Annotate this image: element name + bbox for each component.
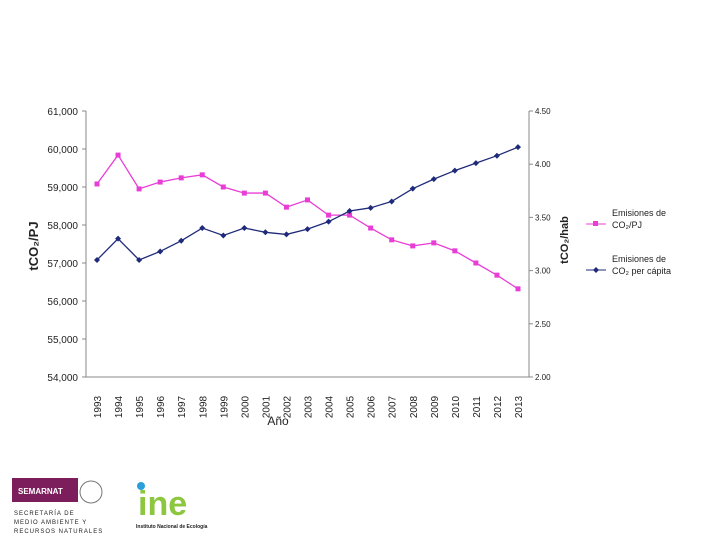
y-tick-label: 54,000 bbox=[47, 373, 78, 384]
point bbox=[347, 212, 353, 218]
emblem bbox=[79, 480, 103, 504]
logo-line: RECURSOS NATURALES bbox=[14, 529, 103, 535]
point bbox=[452, 248, 458, 254]
ine-logo: ine Instituto Nacional de Ecología bbox=[136, 482, 208, 530]
point bbox=[220, 184, 226, 190]
x-tick-label: 2012 bbox=[493, 395, 504, 418]
x-tick-label: 2003 bbox=[304, 395, 315, 418]
series-line bbox=[96, 146, 519, 261]
x-tick-label: 2006 bbox=[367, 395, 378, 418]
point bbox=[325, 218, 332, 225]
x-tick-label: 2005 bbox=[346, 395, 357, 418]
x-tick-label: 2007 bbox=[388, 395, 399, 418]
point bbox=[178, 237, 185, 244]
point bbox=[157, 179, 163, 185]
point bbox=[241, 225, 248, 232]
point bbox=[115, 235, 122, 242]
point bbox=[430, 176, 437, 183]
point bbox=[410, 243, 416, 249]
point bbox=[94, 256, 100, 263]
point bbox=[136, 256, 143, 263]
y2-tick-label: 2.00 bbox=[535, 373, 551, 382]
x-tick-label: 2011 bbox=[472, 396, 483, 418]
logo-text: SEMARNAT bbox=[18, 487, 63, 496]
x-tick-label: 2009 bbox=[430, 395, 441, 418]
x-tick-label: 2010 bbox=[451, 395, 462, 418]
point bbox=[178, 175, 184, 181]
x-tick-label: 2001 bbox=[261, 395, 272, 418]
x-tick-label: 1997 bbox=[177, 395, 188, 418]
point bbox=[367, 204, 374, 211]
logo-caption: Instituto Nacional de Ecología bbox=[136, 524, 208, 530]
y-tick-label: 60,000 bbox=[47, 145, 78, 156]
point bbox=[326, 212, 332, 218]
x-tick-label: 1995 bbox=[135, 395, 146, 418]
x-tick-label: 1998 bbox=[198, 395, 209, 418]
point bbox=[115, 152, 121, 158]
y2-tick-label: 4.00 bbox=[535, 160, 551, 169]
point bbox=[346, 208, 353, 215]
point bbox=[494, 272, 500, 278]
point bbox=[305, 197, 310, 203]
x-tick-label: 1999 bbox=[219, 395, 230, 418]
point bbox=[515, 144, 521, 151]
x-tick-label: 2002 bbox=[282, 395, 293, 418]
y-tick-label: 58,000 bbox=[47, 221, 78, 232]
point bbox=[262, 229, 269, 236]
logo-dot bbox=[137, 482, 145, 490]
series-line bbox=[96, 153, 519, 290]
x-tick-label: 1996 bbox=[156, 395, 167, 418]
logo-line: MEDIO AMBIENTE Y bbox=[14, 520, 87, 526]
x-axis-label: Año bbox=[267, 414, 289, 428]
point bbox=[388, 198, 395, 205]
x-tick-label: 2000 bbox=[240, 395, 251, 418]
x-tick-label: 2008 bbox=[409, 395, 420, 418]
point bbox=[409, 185, 416, 192]
legend-label: Emisiones de CO₂/PJ bbox=[612, 208, 666, 230]
logo-box bbox=[12, 478, 78, 502]
y-tick-label: 55,000 bbox=[47, 335, 78, 346]
point bbox=[283, 231, 290, 238]
point bbox=[136, 186, 142, 192]
point bbox=[241, 190, 247, 196]
y-tick-label: 59,000 bbox=[47, 183, 78, 194]
point bbox=[389, 237, 395, 243]
y2-axis-label: tCO₂/hab bbox=[559, 216, 571, 264]
y2-tick-label: 2.50 bbox=[535, 320, 551, 329]
point bbox=[283, 204, 289, 210]
point bbox=[94, 181, 100, 187]
y2-tick-label: 3.00 bbox=[535, 267, 551, 276]
x-tick-label: 1993 bbox=[93, 395, 104, 418]
logo-text: ine bbox=[138, 485, 187, 523]
point bbox=[220, 232, 227, 239]
x-tick-label: 2004 bbox=[325, 395, 336, 418]
point bbox=[304, 226, 311, 233]
point bbox=[157, 248, 164, 255]
y2-tick-label: 4.50 bbox=[535, 107, 551, 116]
y-tick-label: 57,000 bbox=[47, 259, 78, 270]
semarnat-logo: SEMARNAT SECRETARÍA DE MEDIO AMBIENTE Y … bbox=[12, 478, 103, 535]
point bbox=[431, 240, 437, 246]
y-tick-label: 56,000 bbox=[47, 297, 78, 308]
y-tick-label: 61,000 bbox=[47, 107, 78, 118]
point bbox=[199, 225, 206, 232]
point bbox=[199, 172, 205, 178]
legend-label: Emisiones de CO₂ per cápita bbox=[612, 254, 671, 276]
point bbox=[472, 160, 479, 167]
logo-line: SECRETARÍA DE bbox=[14, 510, 75, 517]
x-tick-label: 2013 bbox=[514, 395, 525, 418]
x-tick-label: 1994 bbox=[114, 395, 125, 418]
y-axis-label: tCO₂/PJ bbox=[26, 221, 41, 270]
point bbox=[451, 167, 458, 174]
point bbox=[473, 260, 479, 266]
point bbox=[262, 190, 268, 196]
y2-tick-label: 3.50 bbox=[535, 213, 551, 222]
point bbox=[368, 225, 374, 231]
point bbox=[493, 152, 500, 159]
point bbox=[515, 286, 521, 292]
